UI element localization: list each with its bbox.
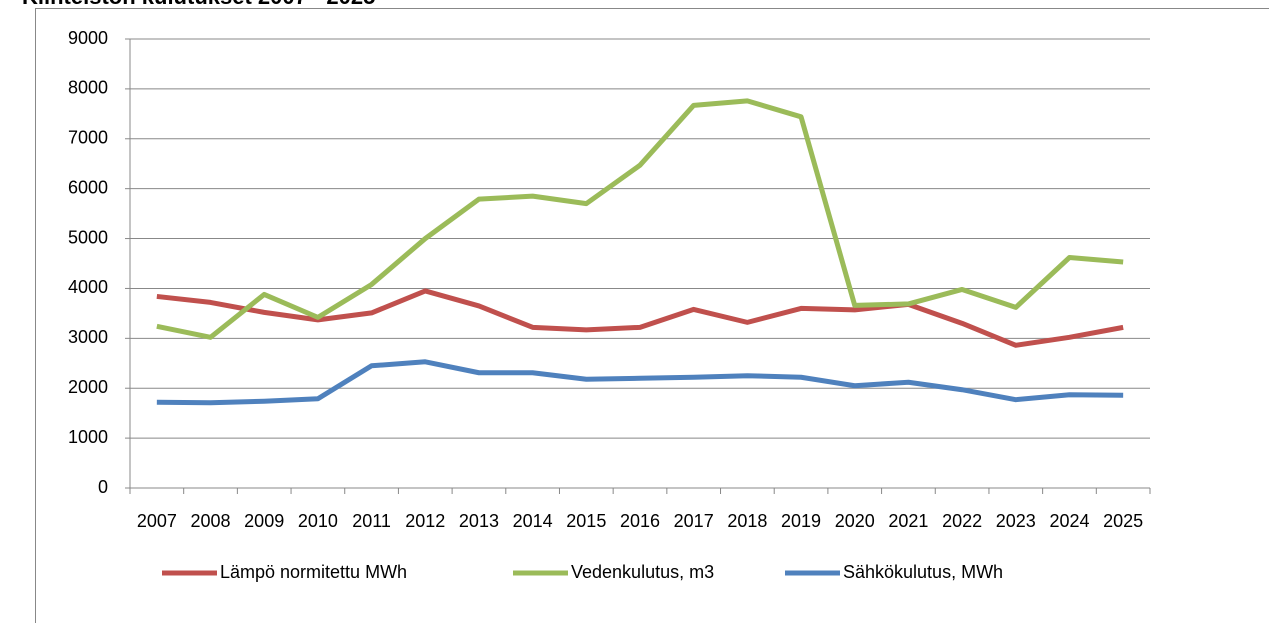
x-tick-label: 2019 <box>781 511 821 531</box>
x-tick-label: 2010 <box>298 511 338 531</box>
x-tick-label: 2025 <box>1103 511 1143 531</box>
x-tick-label: 2020 <box>835 511 875 531</box>
x-tick-label: 2015 <box>566 511 606 531</box>
x-tick-label: 2009 <box>244 511 284 531</box>
x-tick-label: 2022 <box>942 511 982 531</box>
x-tick-label: 2016 <box>620 511 660 531</box>
y-tick-label: 3000 <box>68 327 108 347</box>
x-tick-label: 2013 <box>459 511 499 531</box>
y-tick-label: 8000 <box>68 78 108 98</box>
x-tick-label: 2021 <box>888 511 928 531</box>
legend-label: Lämpö normitettu MWh <box>220 562 407 582</box>
y-tick-label: 2000 <box>68 377 108 397</box>
x-tick-label: 2008 <box>191 511 231 531</box>
x-tick-label: 2007 <box>137 511 177 531</box>
line-series <box>156 288 1124 348</box>
chart-title: Kiinteistön kulutukset 2007 - 2025 <box>22 0 375 9</box>
y-tick-label: 9000 <box>68 28 108 48</box>
legend-label: Sähkökulutus, MWh <box>843 562 1003 582</box>
line-series <box>156 359 1124 406</box>
line-series <box>156 98 1124 340</box>
x-tick-label: 2011 <box>352 511 391 531</box>
x-tick-label: 2014 <box>513 511 553 531</box>
y-tick-label: 6000 <box>68 177 108 197</box>
y-tick-label: 5000 <box>68 227 108 247</box>
x-tick-label: 2017 <box>674 511 714 531</box>
x-tick-label: 2012 <box>405 511 445 531</box>
x-tick-label: 2024 <box>1049 511 1089 531</box>
chart-frame <box>35 8 1269 623</box>
legend-label: Vedenkulutus, m3 <box>571 562 714 582</box>
x-tick-label: 2018 <box>727 511 767 531</box>
y-tick-label: 4000 <box>68 277 108 297</box>
x-tick-label: 2023 <box>996 511 1036 531</box>
y-tick-label: 7000 <box>68 128 108 148</box>
y-tick-label: 1000 <box>68 427 108 447</box>
y-tick-label: 0 <box>98 477 108 497</box>
